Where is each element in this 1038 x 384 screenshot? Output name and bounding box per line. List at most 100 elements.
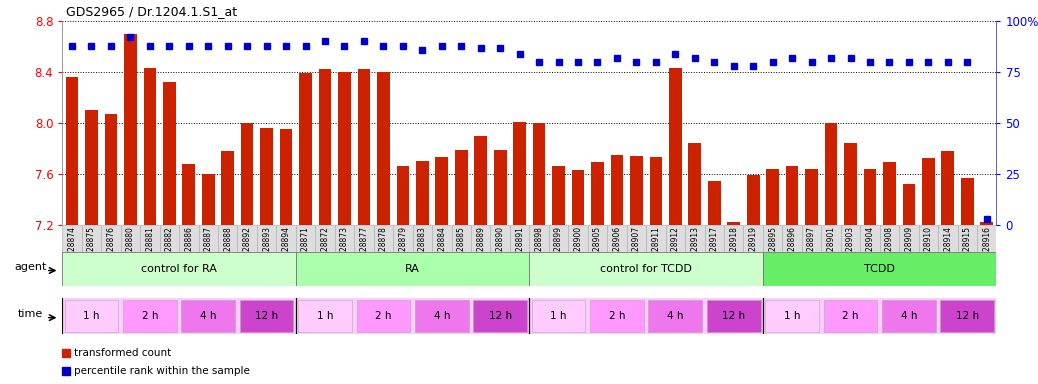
Bar — [198, 225, 218, 276]
Text: 1 h: 1 h — [550, 311, 567, 321]
Text: 2 h: 2 h — [842, 311, 858, 321]
Bar — [961, 177, 974, 225]
Text: GSM228879: GSM228879 — [399, 226, 407, 272]
Bar — [879, 225, 899, 276]
Text: GSM228915: GSM228915 — [963, 226, 972, 272]
Bar — [940, 300, 994, 331]
Bar — [64, 300, 118, 331]
Text: GSM228871: GSM228871 — [301, 226, 310, 272]
Text: percentile rank within the sample: percentile rank within the sample — [74, 366, 250, 376]
Text: 12 h: 12 h — [489, 311, 512, 321]
Bar — [569, 225, 588, 276]
Bar — [183, 164, 195, 225]
Text: 12 h: 12 h — [722, 311, 745, 321]
Bar — [62, 252, 296, 286]
Text: GSM228906: GSM228906 — [612, 226, 622, 272]
Text: 12 h: 12 h — [255, 311, 278, 321]
Text: GSM228899: GSM228899 — [554, 226, 563, 272]
Text: GSM228878: GSM228878 — [379, 226, 388, 272]
Bar — [494, 150, 507, 225]
Text: GSM228891: GSM228891 — [515, 226, 524, 272]
Text: GSM228893: GSM228893 — [263, 226, 271, 272]
Text: TCDD: TCDD — [865, 264, 895, 274]
Bar — [841, 225, 861, 276]
Bar — [630, 156, 643, 225]
Bar — [707, 300, 761, 331]
Bar — [728, 222, 740, 225]
Bar — [725, 225, 743, 276]
Bar — [180, 225, 198, 276]
Bar — [296, 252, 529, 286]
Text: 2 h: 2 h — [608, 311, 625, 321]
Bar — [490, 225, 510, 276]
Bar — [221, 151, 234, 225]
Text: agent: agent — [15, 262, 47, 272]
Text: GSM228916: GSM228916 — [982, 226, 991, 272]
Bar — [532, 123, 545, 225]
Text: GSM228904: GSM228904 — [866, 226, 874, 272]
Bar — [358, 70, 371, 225]
Text: GSM228883: GSM228883 — [418, 226, 427, 272]
Text: GSM228897: GSM228897 — [808, 226, 816, 272]
Text: GSM228877: GSM228877 — [359, 226, 368, 272]
Bar — [786, 166, 798, 225]
Bar — [765, 300, 819, 331]
Text: GSM228894: GSM228894 — [281, 226, 291, 272]
Bar — [747, 175, 760, 225]
Bar — [240, 300, 294, 331]
Bar — [688, 143, 701, 225]
Bar — [280, 129, 293, 225]
Text: GSM228890: GSM228890 — [496, 226, 504, 272]
Text: GSM228876: GSM228876 — [107, 226, 115, 272]
Bar — [670, 68, 682, 225]
Text: GSM228895: GSM228895 — [768, 226, 777, 272]
Text: control for TCDD: control for TCDD — [600, 264, 692, 274]
Bar — [938, 225, 957, 276]
Text: GSM228880: GSM228880 — [126, 226, 135, 272]
Text: 2 h: 2 h — [141, 311, 158, 321]
Bar — [922, 159, 934, 225]
Text: 1 h: 1 h — [83, 311, 100, 321]
Bar — [743, 225, 763, 276]
Bar — [160, 225, 180, 276]
Bar — [903, 184, 916, 225]
Text: 1 h: 1 h — [317, 311, 333, 321]
Bar — [763, 225, 783, 276]
Bar — [783, 225, 801, 276]
Bar — [821, 225, 841, 276]
Text: 4 h: 4 h — [901, 311, 918, 321]
Bar — [122, 300, 176, 331]
Bar — [766, 169, 778, 225]
Text: GSM228911: GSM228911 — [652, 226, 660, 272]
Text: GSM228910: GSM228910 — [924, 226, 933, 272]
Text: 4 h: 4 h — [434, 311, 450, 321]
Bar — [474, 136, 487, 225]
Bar — [105, 114, 117, 225]
Bar — [125, 34, 137, 225]
Bar — [102, 225, 120, 276]
Text: GSM228912: GSM228912 — [671, 226, 680, 272]
Bar — [531, 300, 585, 331]
Bar — [981, 222, 993, 225]
Text: 4 h: 4 h — [667, 311, 684, 321]
Bar — [163, 82, 175, 225]
Text: GSM228884: GSM228884 — [437, 226, 446, 272]
Text: GSM228885: GSM228885 — [457, 226, 466, 272]
Bar — [805, 169, 818, 225]
Text: GSM228873: GSM228873 — [340, 226, 349, 272]
Bar — [182, 300, 235, 331]
Bar — [685, 225, 705, 276]
Bar — [338, 72, 351, 225]
Bar — [861, 225, 879, 276]
Text: GSM228900: GSM228900 — [574, 226, 582, 272]
Bar — [529, 225, 549, 276]
Text: 2 h: 2 h — [375, 311, 391, 321]
Bar — [316, 225, 334, 276]
Text: GSM228905: GSM228905 — [593, 226, 602, 272]
Text: 12 h: 12 h — [956, 311, 979, 321]
Bar — [436, 157, 448, 225]
Bar — [801, 225, 821, 276]
Bar — [82, 225, 102, 276]
Text: 4 h: 4 h — [200, 311, 217, 321]
Text: GSM228889: GSM228889 — [476, 226, 485, 272]
